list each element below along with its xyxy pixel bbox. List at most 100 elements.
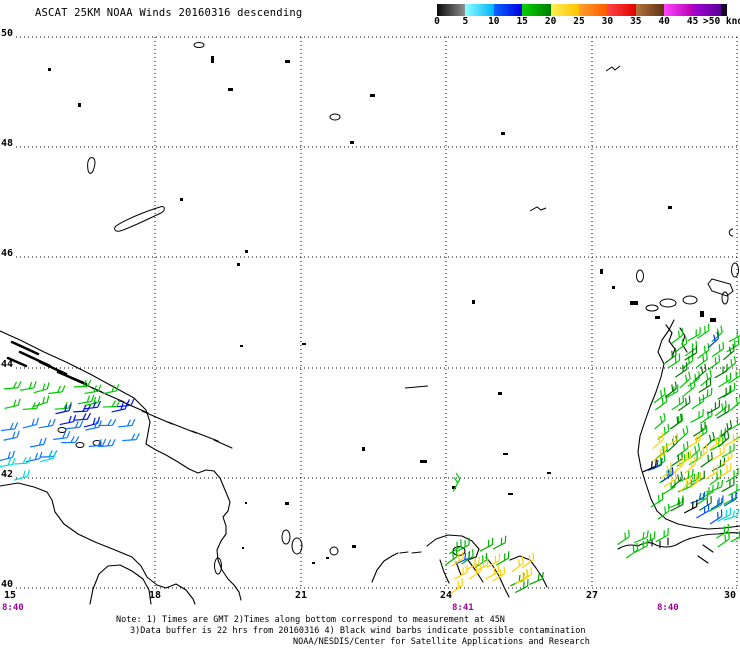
island <box>281 529 291 545</box>
wind-barb-aegean-yellow <box>486 553 501 568</box>
wind-barb-aegean-green <box>492 535 507 550</box>
wind-barb-aegean-yellow <box>520 567 533 584</box>
wind-barb-adriatic-blue <box>22 417 40 429</box>
colorbar-tick-label: 25 <box>573 16 585 27</box>
wind-barb-blacksea-green-dark <box>700 452 713 468</box>
colorbar-tick-label: 5 <box>462 16 469 27</box>
wind-barb-blacksea-yellow <box>664 432 678 448</box>
wind-barb-adriatic-dark-blue <box>117 398 135 408</box>
wind-barb-blacksea-yellow <box>663 472 677 488</box>
wind-barb-blacksea-yellow <box>718 463 732 478</box>
danube-delta-lagoon <box>707 278 734 297</box>
wind-barb-adriatic-cyan <box>13 469 30 481</box>
wind-barb-adriatic-blue <box>118 418 136 428</box>
lon-tick-label: 18 <box>148 590 162 601</box>
lake-balaton <box>114 206 165 232</box>
note-line-3-credit: NOAA/NESDIS/Center for Satellite Applica… <box>293 637 590 647</box>
island <box>329 546 339 556</box>
wind-barb-adriatic-dark-blue <box>83 400 102 410</box>
islands-and-lakes <box>48 42 739 575</box>
wind-barb-blacksea-green-mid <box>691 394 705 410</box>
wind-barb-adriatic-green <box>3 381 22 390</box>
note-line-2: 3)Data buffer is 22 hrs from 20160316 4)… <box>130 626 586 636</box>
wind-barb-marmara-green <box>634 538 649 553</box>
wind-barb-blacksea-blue-west <box>647 458 663 472</box>
wind-barb-adriatic-blue <box>61 436 80 444</box>
coastline-thrace <box>509 555 548 588</box>
lat-tick-label: 48 <box>1 138 14 149</box>
wind-barb-bosphorus-green <box>730 528 740 543</box>
wind-barb-blacksea-blue-south <box>709 509 723 525</box>
wind-barb-blacksea-yellow <box>688 432 701 448</box>
coastlines <box>0 319 740 605</box>
wind-barb-blacksea-green-mid <box>729 394 740 411</box>
coastline-taranto-gulf <box>89 564 152 605</box>
colorbar-unit-label: >50 knots <box>703 16 740 27</box>
wind-barb-adriatic-blue <box>3 430 20 441</box>
wind-barb-blacksea-blue-south <box>710 495 724 510</box>
wind-barb-aegean-yellow <box>485 565 499 580</box>
wind-barb-bosphorus-green <box>715 523 729 539</box>
colorbar-segment-0-5 <box>437 4 466 16</box>
wind-barb-marmara-green <box>633 530 649 544</box>
wind-barb-adriatic-green <box>19 381 37 391</box>
lagoon <box>682 295 698 305</box>
wind-barb-blacksea-green-dark <box>723 343 735 361</box>
gridlines <box>16 36 738 589</box>
wind-barb-blacksea-green-dark <box>703 431 715 449</box>
coastline-chalkidiki <box>426 534 510 598</box>
wind-barb-blacksea-green-dark <box>692 421 706 437</box>
wind-barb-blacksea-green-south <box>728 481 740 496</box>
pass-time-label: 8:40 <box>657 603 679 613</box>
wind-barb-blacksea-green-dark <box>720 420 733 437</box>
wind-barb-blacksea-green-north <box>679 371 691 389</box>
colorbar-tick-label: 15 <box>516 16 528 27</box>
wind-barb-blacksea-green-dark <box>669 413 683 430</box>
wind-barb-blacksea-blue-south <box>723 492 737 507</box>
wind-barb-aegean-yellow <box>465 556 480 571</box>
wind-barb-blacksea-green-north <box>687 371 700 387</box>
island <box>193 42 205 48</box>
wind-barb-blacksea-green-dark <box>716 404 730 419</box>
wind-barb-blacksea-cyan <box>717 507 732 522</box>
wind-barb-blacksea-green-dark <box>678 395 691 412</box>
wind-barb-aegean-green <box>461 549 474 565</box>
wind-barb-blacksea-blue-top <box>707 331 720 349</box>
colorbar-segment-45-50 <box>692 4 722 16</box>
lon-tick-label: 21 <box>294 590 308 601</box>
wind-barb-blacksea-green-dark <box>671 471 683 488</box>
wind-barb-blacksea-green-dark <box>664 347 677 364</box>
wind-barb-aegean-green <box>445 549 458 566</box>
wind-barb-aegean-yellow <box>511 556 524 573</box>
coastline-croatian-islands-dense <box>6 340 88 386</box>
wind-barb-blacksea-cyan <box>723 508 740 521</box>
lon-tick-label: 27 <box>585 590 599 601</box>
wind-barb-blacksea-green-north <box>697 343 710 359</box>
wind-barb-adriatic-cyan <box>13 456 32 465</box>
wind-barb-blacksea-green-north <box>675 336 688 353</box>
wind-barb-aegean-green <box>448 539 462 555</box>
wind-barb-adriatic-blue <box>98 439 116 448</box>
island <box>329 113 341 121</box>
wind-barb-blacksea-green-north <box>700 369 712 387</box>
wind-barb-blacksea-green-south <box>662 479 676 495</box>
wind-barb-blacksea-yellow <box>689 471 702 489</box>
wind-barb-adriatic-dark-blue <box>55 403 72 415</box>
wind-barb-blacksea-green-north <box>687 327 701 342</box>
wind-barb-blacksea-green-south <box>725 468 739 483</box>
wind-barb-adriatic-blue <box>38 418 56 429</box>
wind-barb-blacksea-green-north <box>728 328 740 343</box>
wind-barb-blacksea-yellow <box>672 457 685 474</box>
wind-barb-blacksea-green-dark <box>721 477 735 493</box>
wind-barb-aegean-green-east <box>529 572 544 585</box>
wind-barb-blacksea-blue-south <box>696 503 710 519</box>
coastline-island-chain <box>69 377 233 449</box>
wind-barb-blacksea-green-north <box>711 325 723 343</box>
wind-barb-aegean-green <box>496 551 510 566</box>
wind-barb-blacksea-green-north <box>711 341 725 358</box>
wind-barb-blacksea-yellow <box>684 457 697 474</box>
wind-barb-adriatic-green <box>73 379 92 388</box>
wind-barb-adriatic-green <box>102 400 121 408</box>
wind-barb-marmara-green <box>617 529 630 546</box>
wind-barb-adriatic-green <box>33 382 50 394</box>
